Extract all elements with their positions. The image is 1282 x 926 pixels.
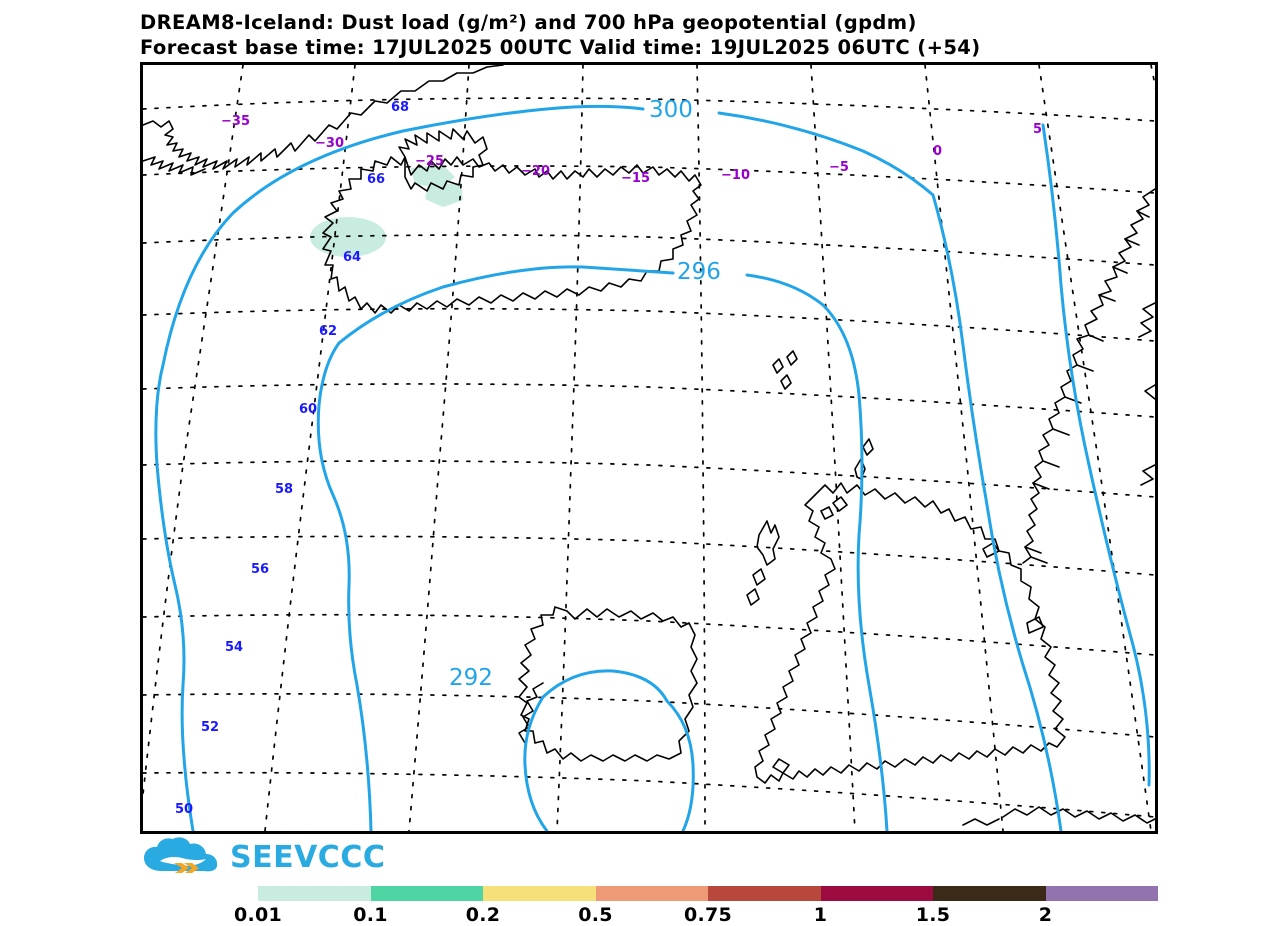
svg-text:68: 68	[391, 100, 409, 115]
colorbar-segment	[483, 886, 596, 901]
logo-text: SEEVCCC	[230, 840, 386, 875]
colorbar-strip	[258, 886, 1158, 901]
graticule	[143, 65, 1155, 831]
colorbar-segment	[258, 886, 371, 901]
colorbar-segment	[933, 886, 1046, 901]
svg-text:54: 54	[225, 640, 243, 655]
svg-text:66: 66	[367, 172, 385, 187]
svg-text:62: 62	[319, 324, 337, 339]
svg-text:52: 52	[201, 720, 219, 735]
colorbar-tick: 0.01	[233, 904, 283, 926]
svg-text:0: 0	[933, 144, 942, 159]
longitude-labels: −35 −30 −25 −20 −15 −10 −5 0 5	[221, 114, 1042, 186]
page-title: DREAM8-Iceland: Dust load (g/m²) and 700…	[140, 11, 917, 34]
coastlines	[143, 65, 1155, 826]
colorbar-segment	[708, 886, 821, 901]
svg-text:−15: −15	[621, 171, 650, 186]
geopotential-contours	[154, 104, 1151, 831]
contour-300-left	[161, 104, 645, 367]
dust-load-colorbar: 0.01 0.1 0.2 0.5 0.75 1 1.5 2	[234, 886, 1158, 926]
svg-text:296: 296	[677, 259, 721, 285]
colorbar-tick: 0.75	[683, 904, 733, 926]
svg-text:−35: −35	[221, 114, 250, 129]
contour-292-top	[541, 669, 669, 703]
colorbar-tick: 0.1	[353, 904, 388, 926]
svg-text:50: 50	[175, 802, 193, 817]
map-panel: −35 −30 −25 −20 −15 −10 −5 0 5 68 66 64 …	[140, 62, 1158, 834]
svg-text:−5: −5	[829, 160, 849, 175]
colorbar-tick: 2	[1038, 904, 1053, 926]
chart-title-block: DREAM8-Iceland: Dust load (g/m²) and 700…	[140, 10, 1280, 60]
cloud-arrow-icon	[144, 837, 218, 873]
colorbar-segment	[820, 886, 933, 901]
dust-load-shading	[310, 165, 463, 257]
contour-296-left	[337, 265, 675, 345]
svg-text:−10: −10	[721, 168, 750, 183]
map-canvas: −35 −30 −25 −20 −15 −10 −5 0 5 68 66 64 …	[143, 65, 1155, 831]
svg-text:−20: −20	[521, 164, 550, 179]
svg-text:64: 64	[343, 250, 361, 265]
seevccc-logo: SEEVCCC	[142, 836, 385, 880]
colorbar-tick-labels: 0.01 0.1 0.2 0.5 0.75 1 1.5 2	[234, 904, 1158, 926]
contour-value-labels: 300 296 292	[449, 97, 721, 691]
svg-text:60: 60	[299, 402, 317, 417]
colorbar-tick: 1	[813, 904, 828, 926]
colorbar-segment	[1045, 886, 1158, 901]
colorbar-tick: 1.5	[915, 904, 951, 926]
colorbar-segment	[370, 886, 483, 901]
colorbar-segment	[595, 886, 708, 901]
colorbar-tick: 0.5	[578, 904, 613, 926]
svg-text:−25: −25	[415, 154, 444, 169]
colorbar-tick: 0.2	[465, 904, 501, 926]
forecast-time-subtitle: Forecast base time: 17JUL2025 00UTC Vali…	[140, 36, 981, 59]
svg-text:58: 58	[275, 482, 293, 497]
latitude-labels: 68 66 64 62 60 58 56 54 52 50	[175, 100, 409, 817]
svg-text:5: 5	[1033, 122, 1042, 137]
svg-text:300: 300	[649, 97, 693, 123]
svg-text:56: 56	[251, 562, 269, 577]
svg-text:292: 292	[449, 665, 493, 691]
svg-text:−30: −30	[315, 136, 344, 151]
